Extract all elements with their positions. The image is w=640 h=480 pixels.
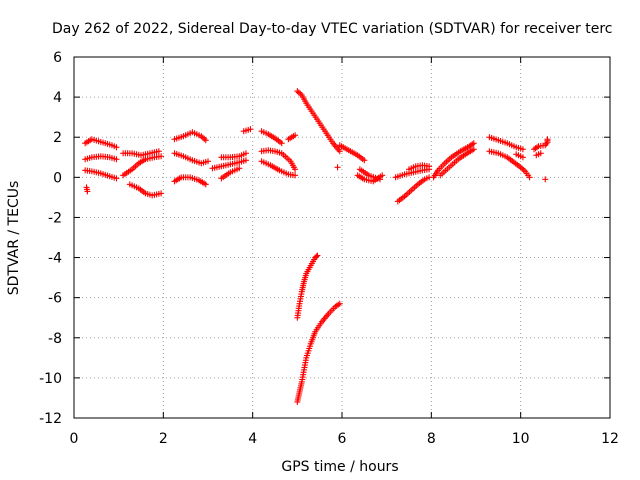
x-tick-label: 12: [601, 431, 619, 447]
data-point: [526, 174, 533, 181]
data-point: [336, 148, 343, 155]
data-point: [242, 150, 249, 157]
data-point: [155, 148, 162, 155]
data-point: [202, 181, 209, 188]
data-point: [292, 172, 299, 179]
data-point: [314, 252, 321, 259]
data-point: [379, 172, 386, 179]
data-point: [113, 175, 120, 182]
chart-title: Day 262 of 2022, Sidereal Day-to-day VTE…: [52, 21, 612, 37]
data-point: [542, 176, 549, 183]
data-point: [294, 88, 301, 95]
x-tick-label: 4: [248, 431, 257, 447]
x-tick-label: 6: [338, 431, 347, 447]
data-point: [426, 163, 433, 170]
x-tick-label: 0: [70, 431, 79, 447]
y-tick-label: -12: [39, 411, 62, 427]
data-point: [84, 188, 91, 195]
data-point: [361, 157, 368, 164]
y-tick-label: 2: [53, 130, 62, 146]
x-tick-label: 10: [512, 431, 530, 447]
data-point: [247, 126, 254, 133]
y-tick-label: -6: [48, 291, 62, 307]
data-point: [313, 253, 320, 260]
data-point: [537, 150, 544, 157]
data-point: [292, 132, 299, 139]
data-point: [520, 166, 527, 173]
x-tick-label: 2: [159, 431, 168, 447]
data-point: [158, 190, 165, 197]
y-tick-label: -8: [48, 331, 62, 347]
data-point: [205, 158, 211, 165]
y-tick-label: -2: [48, 210, 62, 226]
data-point: [334, 164, 341, 171]
data-point: [519, 154, 526, 161]
data-point: [202, 137, 209, 144]
data-point: [158, 153, 165, 160]
y-tick-label: -4: [48, 251, 62, 267]
x-axis-label: GPS time / hours: [281, 459, 398, 475]
y-tick-label: 6: [53, 50, 62, 66]
data-point: [113, 156, 120, 163]
x-tick-label: 8: [427, 431, 436, 447]
y-axis-label: SDTVAR / TECUs: [6, 181, 22, 296]
data-point: [470, 146, 477, 153]
data-point: [113, 144, 120, 151]
data-points: [82, 88, 551, 405]
data-point: [236, 165, 243, 172]
y-tick-label: 4: [53, 90, 62, 106]
data-point: [544, 136, 551, 143]
data-point: [292, 166, 299, 173]
data-point: [242, 157, 249, 164]
data-point: [295, 89, 302, 96]
grid-lines: [74, 57, 610, 418]
data-point: [278, 140, 285, 147]
data-point: [336, 300, 343, 307]
x-tick-labels: 0 2 4 6 8 10 12: [70, 431, 619, 447]
data-point: [470, 140, 477, 147]
data-point: [519, 146, 526, 153]
y-tick-label: -10: [39, 371, 62, 387]
y-tick-label: 0: [53, 170, 62, 186]
y-tick-labels: 6 4 2 0 -2 -4 -6 -8 -10 -12: [39, 50, 62, 427]
axis-ticks: [73, 56, 611, 419]
